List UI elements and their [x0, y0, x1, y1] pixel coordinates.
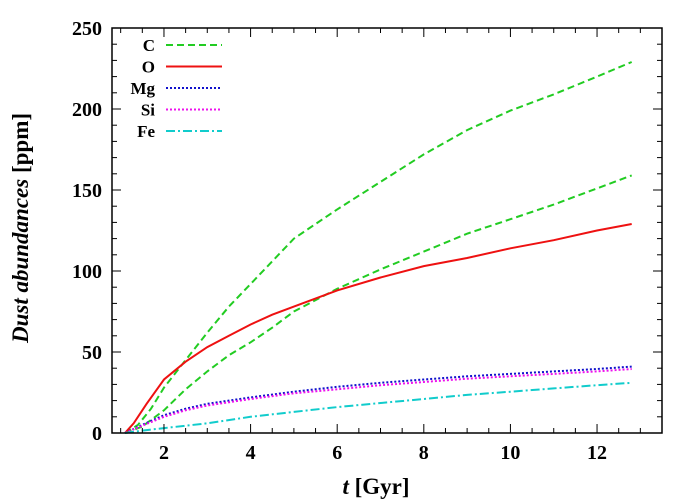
legend-label-o: O — [142, 58, 155, 77]
x-tick-label: 12 — [587, 442, 607, 464]
y-tick-label: 50 — [82, 342, 102, 364]
series-line-si-4 — [124, 368, 632, 434]
x-tick-label: 2 — [159, 442, 169, 464]
x-tick-label: 6 — [332, 442, 342, 464]
y-tick-label: 200 — [72, 99, 102, 121]
y-tick-label: 250 — [72, 18, 102, 40]
y-axis-title: Dust abundances [ppm] — [8, 113, 33, 344]
y-tick-label: 100 — [72, 261, 102, 283]
series-line-mg-3 — [124, 365, 632, 434]
x-tick-label: 10 — [500, 442, 520, 464]
plot-frame — [111, 27, 663, 434]
y-tick-label: 150 — [72, 180, 102, 202]
y-tick-label: 0 — [92, 423, 102, 445]
legend-label-fe: Fe — [137, 122, 155, 141]
y-axis-title-unit: [ppm] — [8, 113, 33, 179]
x-axis-title: t [Gyr] — [342, 474, 409, 499]
legend-label-si: Si — [141, 101, 155, 120]
x-tick-label: 4 — [246, 442, 256, 464]
legend-label-mg: Mg — [130, 79, 155, 98]
legend-label-c: C — [143, 36, 155, 55]
x-axis-title-unit: [Gyr] — [349, 474, 410, 499]
series-line-o-2 — [124, 223, 632, 434]
series-line-c-2-1 — [124, 174, 633, 434]
series-line-c-0 — [124, 61, 633, 434]
series-line-fe-5 — [124, 381, 632, 434]
x-axis-title-symbol: t — [342, 474, 349, 499]
x-tick-label: 8 — [419, 442, 429, 464]
y-axis-title-main: Dust abundances — [8, 179, 33, 344]
